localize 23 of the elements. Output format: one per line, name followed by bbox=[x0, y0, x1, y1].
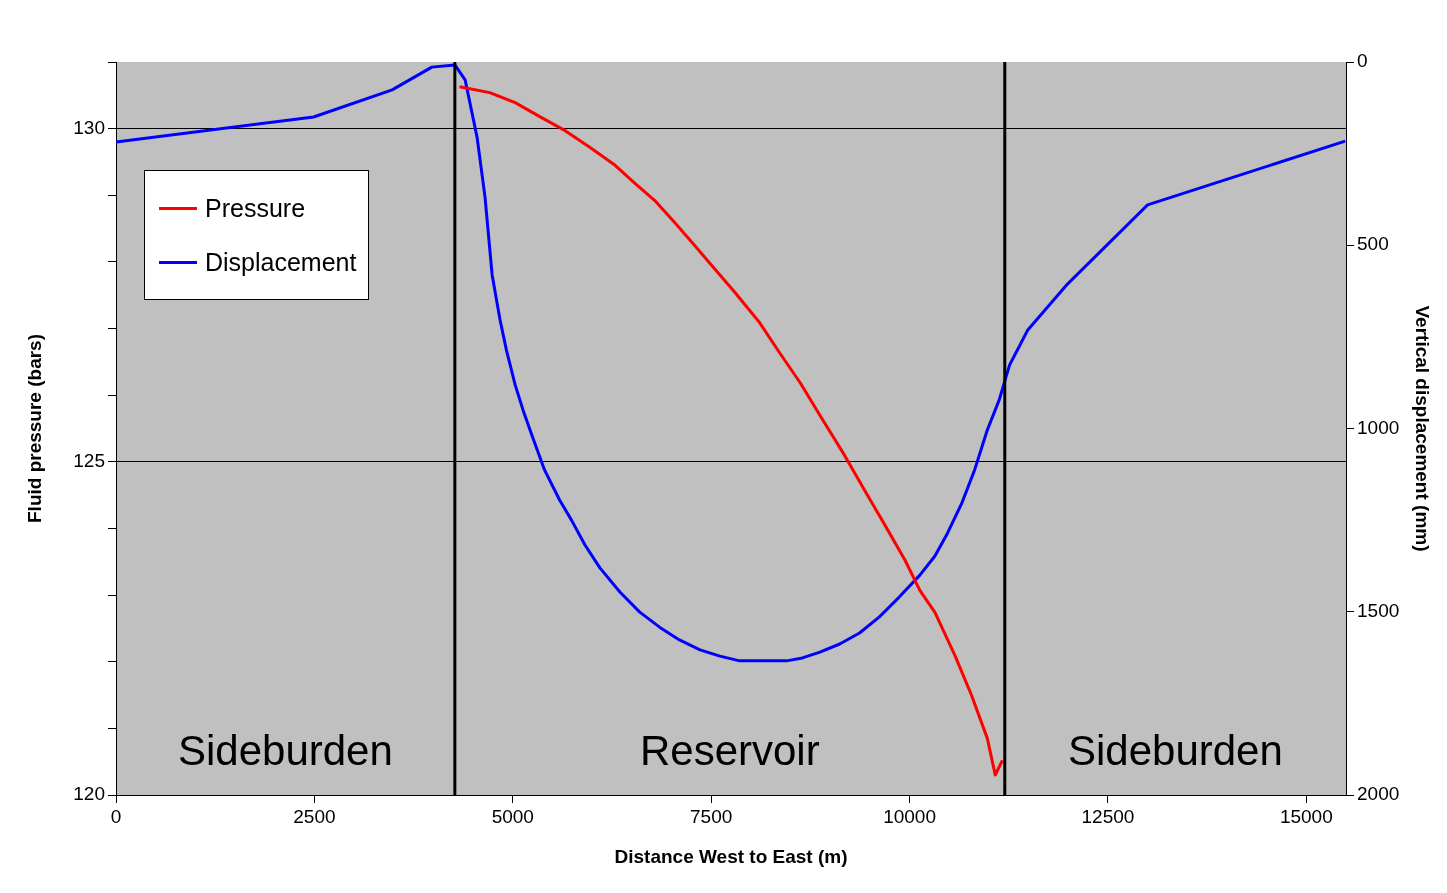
y2-tick-label: 2000 bbox=[1357, 783, 1400, 805]
annotation: Sideburden bbox=[1067, 726, 1283, 774]
y-tick-label: 120 bbox=[73, 783, 105, 805]
annotation: Reservoir bbox=[639, 726, 820, 774]
y-tick-label: 130 bbox=[73, 116, 105, 138]
x-tick-label: 10000 bbox=[883, 805, 936, 827]
y-axis-title: Fluid pressure (bars) bbox=[23, 334, 45, 523]
y2-tick-label: 0 bbox=[1357, 50, 1368, 72]
x-tick-label: 0 bbox=[110, 805, 122, 827]
x-tick-label: 5000 bbox=[491, 805, 534, 827]
y2-axis-title: Vertical displacement (mm) bbox=[1412, 305, 1434, 552]
legend-label: Pressure bbox=[205, 193, 306, 223]
annotation: Sideburden bbox=[178, 726, 393, 774]
x-axis-title: Distance West to East (m) bbox=[614, 845, 848, 867]
y-tick-label: 125 bbox=[73, 450, 105, 472]
x-tick-label: 7500 bbox=[690, 805, 733, 827]
x-tick-label: 12500 bbox=[1081, 805, 1135, 827]
legend-label: Displacement bbox=[205, 247, 357, 277]
y2-tick-label: 500 bbox=[1357, 233, 1389, 255]
y2-tick-label: 1000 bbox=[1357, 416, 1400, 438]
x-tick-label: 2500 bbox=[293, 805, 336, 827]
x-tick-label: 15000 bbox=[1279, 805, 1333, 827]
y2-tick-label: 1500 bbox=[1357, 599, 1400, 621]
